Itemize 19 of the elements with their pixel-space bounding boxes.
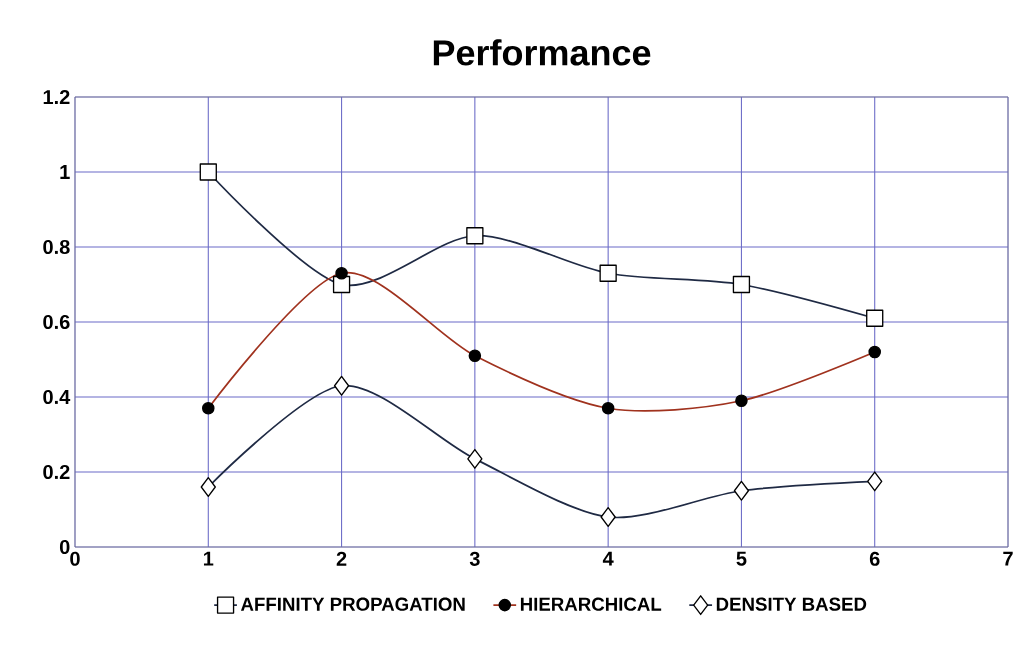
x-tick-label: 1	[203, 551, 214, 566]
x-tick-label: 7	[1003, 551, 1013, 566]
chart-title: Performance	[433, 39, 651, 66]
legend-label: AFFINITY PROPAGATION	[240, 597, 465, 611]
y-tick-label: 0.6	[43, 314, 70, 330]
x-tick-label: 3	[469, 551, 480, 566]
y-tick-label: 1.2	[43, 90, 70, 104]
y-tick-label: 1	[60, 165, 70, 179]
y-tick-label: 0	[59, 539, 70, 555]
x-tick-label: 6	[869, 551, 880, 566]
y-tick-label: 0.8	[43, 239, 70, 255]
x-tick-label: 4	[602, 551, 614, 566]
x-tick-label: 5	[736, 551, 747, 566]
x-tick-label: 0	[70, 551, 80, 566]
legend-label: DENSITY BASED	[716, 597, 867, 611]
legend-label: HIERARCHICAL	[520, 597, 662, 611]
x-tick-label: 2	[336, 551, 347, 566]
y-tick-label: 0.4	[43, 389, 71, 405]
y-tick-label: 0.2	[43, 464, 70, 480]
